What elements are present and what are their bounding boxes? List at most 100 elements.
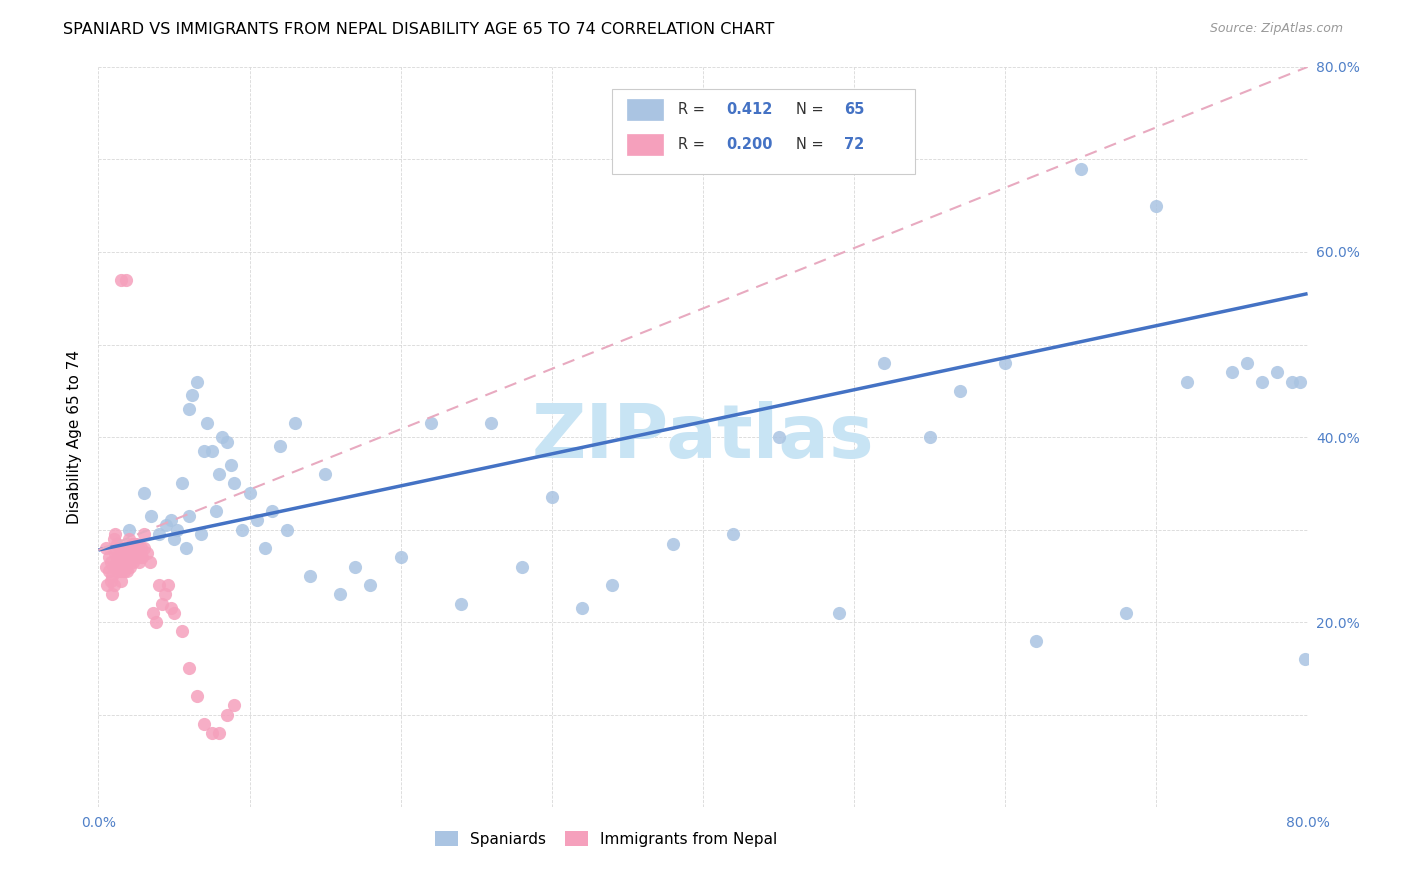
Point [107,564,129,578]
Point [121,536,143,550]
Point [141,508,163,523]
Point [1024,633,1046,648]
Point [163,606,186,620]
Point [201,444,224,458]
Point [1281,375,1303,389]
Point [1175,375,1198,389]
Point [269,439,291,453]
Point [132,527,155,541]
Point [231,523,253,537]
Point [208,726,231,740]
Bar [627,100,664,120]
Point [163,532,186,546]
Point [344,559,367,574]
Point [420,416,443,430]
Point [1236,356,1258,370]
Legend: Spaniards, Immigrants from Nepal: Spaniards, Immigrants from Nepal [429,825,783,853]
Point [193,717,215,731]
Point [918,430,941,444]
Point [314,467,336,482]
Point [1267,365,1289,379]
Point [111,541,134,555]
Point [994,356,1017,370]
Point [110,550,132,565]
Point [201,726,224,740]
Point [105,536,128,550]
Point [221,458,243,472]
Point [101,569,124,583]
Point [110,273,132,287]
Point [166,523,188,537]
Text: ZIPatlas: ZIPatlas [531,401,875,474]
Y-axis label: Disability Age 65 to 74: Disability Age 65 to 74 [66,350,82,524]
Point [122,541,145,555]
Point [108,559,131,574]
Point [481,416,503,430]
Point [160,601,183,615]
Bar [627,135,664,155]
Point [450,597,472,611]
Point [190,527,212,541]
Point [132,541,155,555]
Point [105,555,128,569]
Point [949,384,972,398]
Point [128,546,150,560]
Text: Source: ZipAtlas.com: Source: ZipAtlas.com [1209,22,1343,36]
Point [131,550,153,565]
Point [299,569,322,583]
Point [104,546,127,560]
Point [389,550,412,565]
Point [510,559,533,574]
Point [100,555,122,569]
Point [100,574,122,588]
Point [127,541,149,555]
Point [110,574,132,588]
Point [129,550,152,565]
Text: SPANIARD VS IMMIGRANTS FROM NEPAL DISABILITY AGE 65 TO 74 CORRELATION CHART: SPANIARD VS IMMIGRANTS FROM NEPAL DISABI… [63,22,775,37]
Point [186,689,208,703]
Text: N =: N = [796,103,828,118]
Point [104,527,127,541]
Text: 65: 65 [845,103,865,118]
Point [156,578,179,592]
Point [540,490,562,504]
Point [103,532,125,546]
Point [160,513,183,527]
Point [112,564,135,578]
Point [103,578,125,592]
Point [125,536,148,550]
Point [108,541,131,555]
Point [94,541,117,555]
Point [186,375,208,389]
Text: 0.412: 0.412 [725,103,772,118]
Point [239,485,262,500]
Point [115,564,138,578]
Point [193,444,215,458]
Point [828,606,851,620]
Point [148,527,170,541]
Text: 72: 72 [845,137,865,153]
Point [215,707,238,722]
Point [205,504,228,518]
Point [1220,365,1243,379]
FancyBboxPatch shape [613,89,915,174]
Point [139,555,162,569]
Point [103,559,125,574]
Point [1294,652,1316,666]
Point [112,555,135,569]
Point [101,587,124,601]
Point [155,518,177,533]
Text: 0.200: 0.200 [725,137,772,153]
Point [98,550,121,565]
Point [127,550,149,565]
Point [107,546,129,560]
Point [128,555,150,569]
Point [253,541,276,555]
Point [195,416,218,430]
Point [768,430,790,444]
Point [120,546,142,560]
Point [224,476,246,491]
Point [145,615,167,630]
Point [170,624,193,639]
Point [115,555,138,569]
